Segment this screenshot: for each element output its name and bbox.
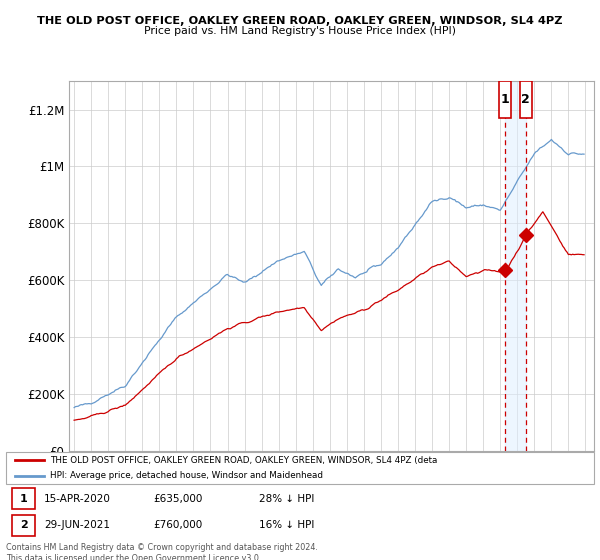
FancyBboxPatch shape — [499, 81, 511, 118]
Text: 1: 1 — [501, 93, 509, 106]
FancyBboxPatch shape — [12, 488, 35, 510]
Text: £760,000: £760,000 — [153, 520, 202, 530]
Text: Contains HM Land Registry data © Crown copyright and database right 2024.
This d: Contains HM Land Registry data © Crown c… — [6, 543, 318, 560]
Text: 16% ↓ HPI: 16% ↓ HPI — [259, 520, 314, 530]
Text: HPI: Average price, detached house, Windsor and Maidenhead: HPI: Average price, detached house, Wind… — [50, 472, 323, 480]
Text: 28% ↓ HPI: 28% ↓ HPI — [259, 494, 314, 504]
Text: Price paid vs. HM Land Registry's House Price Index (HPI): Price paid vs. HM Land Registry's House … — [144, 26, 456, 36]
Text: £635,000: £635,000 — [153, 494, 202, 504]
Text: THE OLD POST OFFICE, OAKLEY GREEN ROAD, OAKLEY GREEN, WINDSOR, SL4 4PZ: THE OLD POST OFFICE, OAKLEY GREEN ROAD, … — [37, 16, 563, 26]
FancyBboxPatch shape — [520, 81, 532, 118]
Text: 15-APR-2020: 15-APR-2020 — [44, 494, 111, 504]
Text: THE OLD POST OFFICE, OAKLEY GREEN ROAD, OAKLEY GREEN, WINDSOR, SL4 4PZ (deta: THE OLD POST OFFICE, OAKLEY GREEN ROAD, … — [50, 456, 437, 465]
Text: 2: 2 — [521, 93, 530, 106]
Text: 2: 2 — [20, 520, 28, 530]
Text: 29-JUN-2021: 29-JUN-2021 — [44, 520, 110, 530]
Bar — [505, 81, 526, 451]
FancyBboxPatch shape — [6, 452, 594, 484]
Text: 1: 1 — [20, 494, 28, 504]
FancyBboxPatch shape — [12, 515, 35, 536]
